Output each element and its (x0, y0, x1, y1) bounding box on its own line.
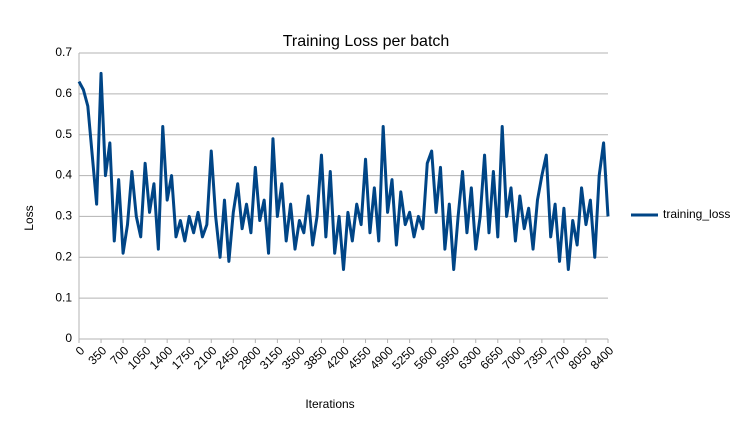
y-tick-label: 0.6 (55, 86, 72, 100)
chart-title: Training Loss per batch (283, 33, 450, 50)
y-tick-label: 0.1 (55, 290, 72, 304)
x-axis-label: Iterations (305, 397, 354, 411)
y-tick-label: 0.7 (55, 45, 72, 59)
y-tick-label: 0.2 (55, 249, 72, 263)
y-tick-label: 0 (65, 331, 72, 345)
legend-label: training_loss (663, 207, 730, 221)
data-line (77, 71, 610, 272)
y-tick-label: 0.4 (55, 168, 72, 182)
y-axis-label: Loss (22, 205, 36, 230)
y-tick-label: 0.5 (55, 127, 72, 141)
y-tick-label: 0.3 (55, 209, 72, 223)
